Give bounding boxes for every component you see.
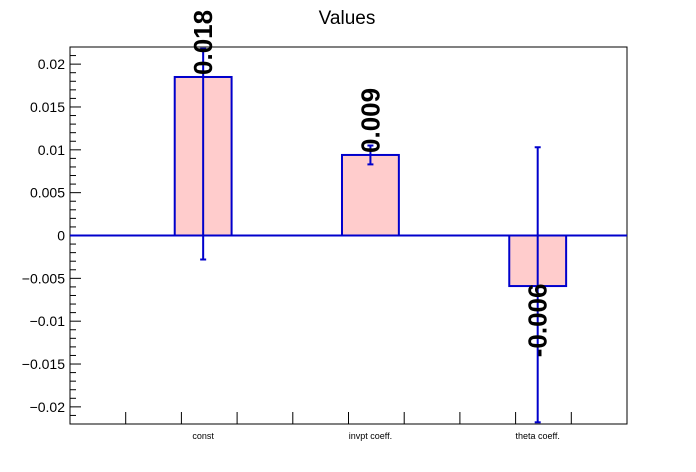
y-tick-label: −0.015: [22, 356, 65, 372]
data-labels: 0.018 0.009 -0.006: [188, 10, 553, 357]
y-tick-label: −0.005: [22, 270, 65, 286]
y-tick-label: 0.005: [30, 185, 65, 201]
x-tick-label: theta coeff.: [516, 431, 560, 441]
y-tick-label: 0: [57, 228, 65, 244]
data-label: 0.018: [188, 10, 218, 75]
x-tick-label: invpt coeff.: [349, 431, 392, 441]
chart-title: Values: [319, 8, 376, 29]
error-bars: [200, 47, 541, 424]
y-tick-label: 0.01: [38, 142, 65, 158]
y-tick-label: −0.01: [30, 313, 66, 329]
y-tick-label: 0.015: [30, 99, 65, 115]
x-tick-label: const: [192, 431, 214, 441]
y-tick-label: −0.02: [30, 399, 66, 415]
y-tick-label: 0.02: [38, 56, 65, 72]
x-axis: const invpt coeff. theta coeff.: [125, 412, 572, 441]
data-label: 0.009: [355, 88, 385, 153]
bar: [340, 153, 400, 237]
data-label: -0.006: [523, 284, 553, 358]
